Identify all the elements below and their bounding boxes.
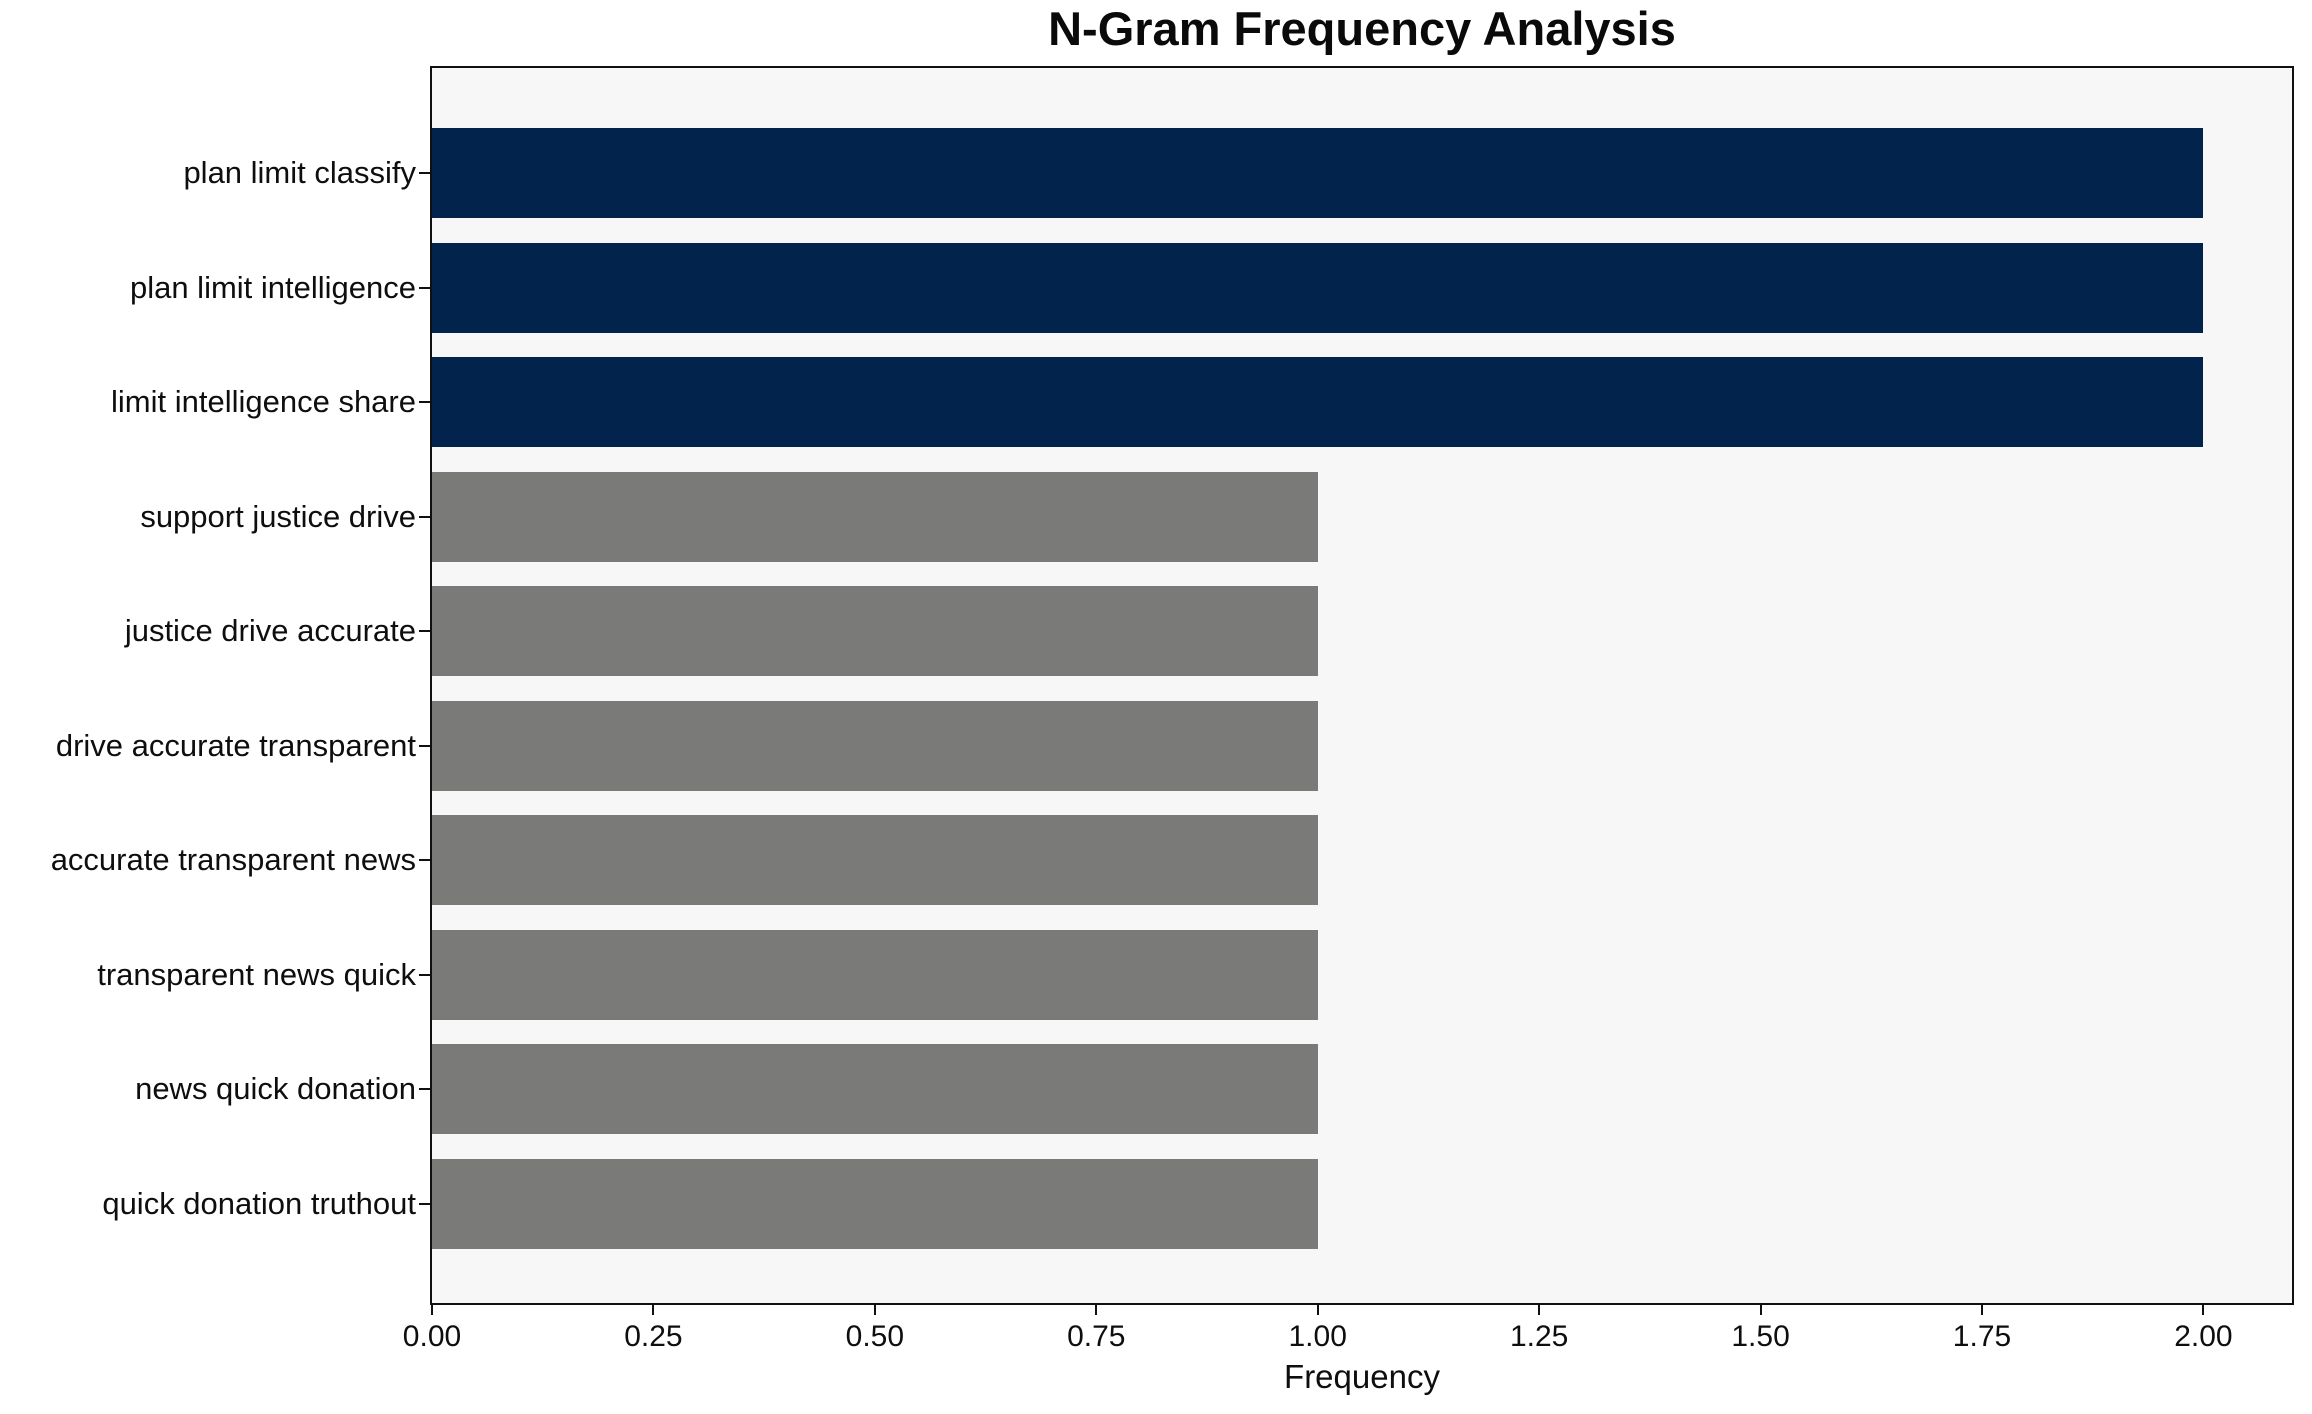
y-tick-mark: [419, 1202, 431, 1205]
plot-area: [432, 68, 2292, 1303]
x-tick-label: 1.00: [1288, 1320, 1347, 1353]
bar-plan-limit-intelligence: [432, 242, 2204, 333]
y-tick-label: justice drive accurate: [124, 613, 416, 648]
x-tick-mark: [1095, 1303, 1098, 1315]
y-tick-mark: [419, 973, 431, 976]
x-tick-label: 2.00: [2174, 1320, 2233, 1353]
x-tick-mark: [1981, 1303, 1983, 1315]
y-tick-mark: [419, 859, 431, 861]
y-tick-label: support justice drive: [140, 498, 416, 534]
y-tick-label: drive accurate transparent: [55, 727, 416, 763]
x-tick-mark: [652, 1303, 655, 1315]
bar-transparent-news-quick: [432, 929, 1318, 1020]
x-tick-mark: [431, 1303, 433, 1315]
x-tick-mark: [873, 1303, 876, 1315]
x-tick-mark: [1538, 1303, 1541, 1315]
bar-accurate-transparent-news: [432, 815, 1318, 905]
x-tick-label: 1.75: [1952, 1320, 2012, 1353]
y-tick-mark: [419, 515, 431, 518]
bar-plan-limit-classify: [432, 128, 2204, 218]
y-tick-mark: [419, 744, 431, 747]
x-tick-mark: [1316, 1303, 1319, 1315]
x-tick-label: 1.25: [1509, 1320, 1569, 1353]
x-tick-mark: [1759, 1303, 1762, 1315]
y-tick-mark: [419, 401, 431, 403]
x-tick-mark: [2202, 1303, 2205, 1315]
x-tick-label: 1.50: [1731, 1320, 1790, 1353]
y-tick-label: plan limit intelligence: [129, 269, 416, 305]
y-tick-mark: [419, 172, 431, 174]
y-tick-label: quick donation truthout: [102, 1185, 416, 1221]
x-tick-label: 0.75: [1067, 1320, 1126, 1353]
bar-drive-accurate-transparent: [432, 700, 1318, 791]
y-tick-label: accurate transparent news: [50, 842, 416, 877]
y-tick-label: plan limit classify: [183, 155, 416, 190]
y-tick-label: transparent news quick: [97, 956, 416, 992]
x-tick-label: 0.25: [624, 1320, 683, 1353]
x-tick-label: 0.50: [845, 1320, 905, 1353]
bar-support-justice-drive: [432, 471, 1318, 562]
chart-title: N-Gram Frequency Analysis: [1048, 2, 1676, 55]
bar-quick-donation-truthout: [432, 1158, 1318, 1249]
y-tick-mark: [419, 1088, 431, 1090]
y-tick-label: news quick donation: [135, 1071, 416, 1106]
bar-limit-intelligence-share: [432, 357, 2204, 447]
y-tick-mark: [419, 630, 431, 632]
y-tick-label: limit intelligence share: [111, 384, 416, 419]
bar-justice-drive-accurate: [432, 586, 1318, 676]
x-tick-label: 0.00: [402, 1320, 462, 1353]
y-tick-mark: [419, 286, 431, 289]
x-axis-label: Frequency: [1284, 1358, 1440, 1395]
bar-news-quick-donation: [432, 1044, 1318, 1134]
